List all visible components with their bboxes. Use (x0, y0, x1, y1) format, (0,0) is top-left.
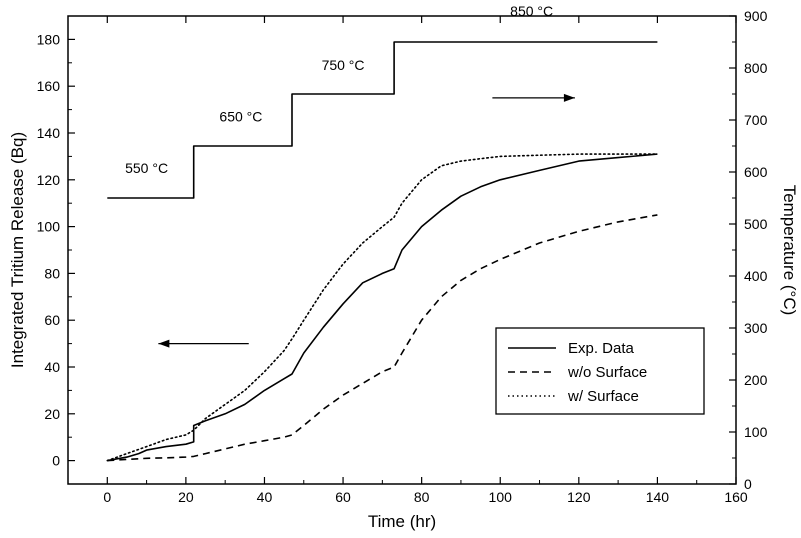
x-tick-label: 140 (646, 489, 670, 505)
temperature-step-label: 550 °C (125, 160, 168, 176)
temperature-step-label: 650 °C (219, 108, 262, 124)
arrow-right-head (563, 93, 575, 102)
x-tick-label: 160 (724, 489, 748, 505)
x-tick-label: 0 (103, 489, 111, 505)
series-layer (106, 41, 659, 462)
y2-tick-label: 100 (744, 424, 768, 440)
temperature-step-label: 750 °C (322, 57, 365, 73)
y-tick-label: 140 (37, 125, 61, 141)
y2-tick-label: 0 (744, 476, 752, 492)
ticks-layer: 0 20 40 60 80 100 120 140 1600204060801001201401… (37, 8, 768, 505)
y2-tick-label: 900 (744, 8, 768, 24)
y-tick-label: 0 (52, 453, 60, 469)
arrow-left-head (158, 339, 170, 348)
x-tick-label: 40 (257, 489, 273, 505)
x-tick-label: 120 (567, 489, 591, 505)
y2-tick-label: 400 (744, 268, 768, 284)
y2-tick-label: 700 (744, 112, 768, 128)
series-line-temperature (107, 41, 658, 199)
y2-tick-label: 500 (744, 216, 768, 232)
y-tick-label: 60 (44, 312, 60, 328)
legend-box (495, 327, 705, 415)
y2-tick-label: 200 (744, 372, 768, 388)
y-tick-label: 160 (37, 78, 61, 94)
x-axis-title: Time (hr) (368, 512, 436, 531)
x-tick-label: 60 (335, 489, 351, 505)
series-line-series-2 (106, 153, 659, 462)
y2-tick-label: 800 (744, 60, 768, 76)
y-tick-label: 180 (37, 31, 61, 47)
legend: Exp. Data w/o Surface w/ Surface (495, 327, 705, 415)
y2-tick-label: 300 (744, 320, 768, 336)
annotations-layer: 550 °C 650 °C 750 °C 850 °C (125, 3, 575, 348)
x-tick-label: 80 (414, 489, 430, 505)
y-tick-label: 20 (44, 406, 60, 422)
y-tick-label: 100 (37, 219, 61, 235)
y-tick-label: 80 (44, 265, 60, 281)
y-tick-label: 120 (37, 172, 61, 188)
x-tick-label: 20 (178, 489, 194, 505)
y2-tick-label: 600 (744, 164, 768, 180)
temperature-step-label: 850 °C (510, 3, 553, 19)
y-axis-title: Integrated Tritium Release (Bq) (8, 132, 27, 368)
series-line-series-0 (107, 153, 658, 462)
legend-label: w/o Surface (567, 364, 647, 381)
y-tick-label: 40 (44, 359, 60, 375)
y2-axis-title: Temperature (°C) (780, 185, 799, 316)
legend-label: w/ Surface (567, 388, 639, 405)
legend-label: Exp. Data (568, 340, 635, 357)
x-tick-label: 100 (489, 489, 513, 505)
